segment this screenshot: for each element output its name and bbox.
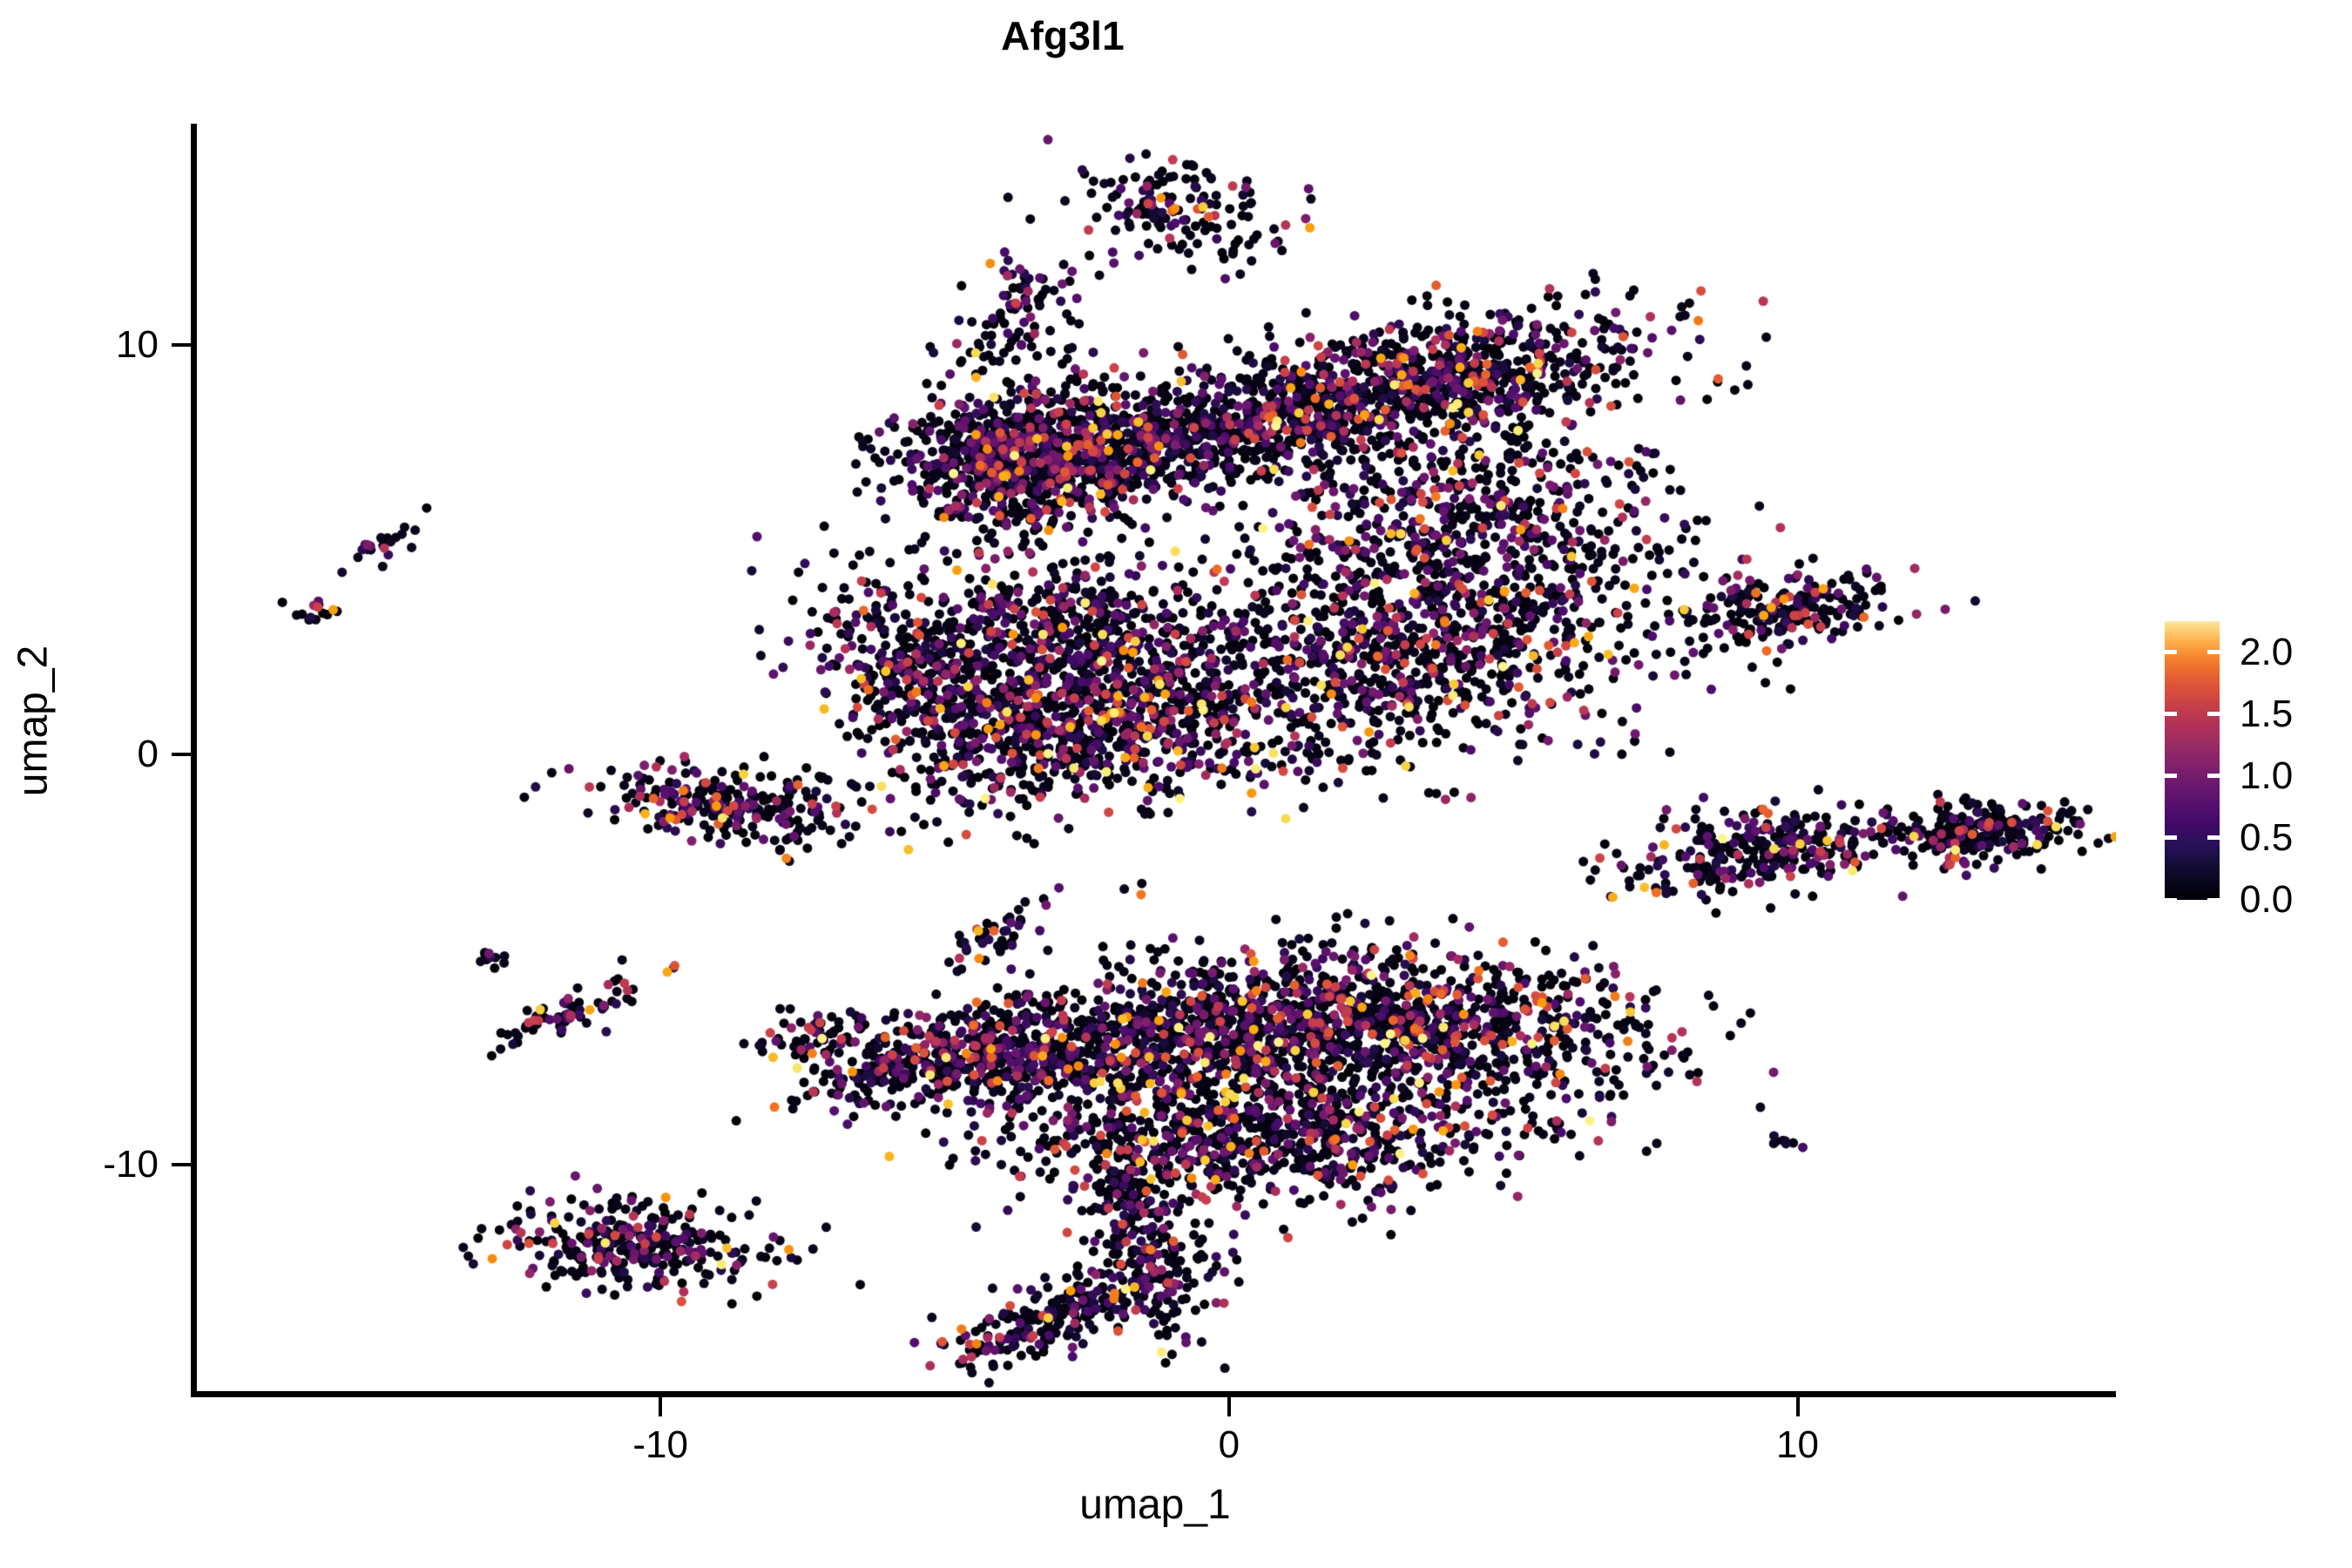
colorbar-tick-label: 1.0: [2240, 754, 2294, 797]
x-tick-mark: [1227, 1397, 1231, 1416]
y-axis-title: umap_2: [10, 645, 57, 797]
colorbar-tick-mark: [2207, 650, 2220, 655]
x-tick-mark: [1795, 1397, 1800, 1416]
colorbar-tick-label: 2.0: [2240, 630, 2294, 673]
y-tick-mark: [172, 342, 191, 347]
colorbar-tick-mark: [2165, 712, 2177, 717]
y-tick-label: 10: [116, 322, 159, 366]
y-tick-mark: [172, 753, 191, 757]
umap-scatter-canvas: [194, 124, 2116, 1394]
colorbar-tick-mark: [2207, 897, 2220, 902]
page-title: Afg3l1: [1001, 13, 1125, 58]
y-tick-label: -10: [103, 1142, 159, 1186]
colorbar-tick-mark: [2165, 650, 2177, 655]
colorbar-tick-mark: [2165, 774, 2177, 779]
x-tick-label: 0: [1218, 1423, 1240, 1466]
colorbar-tick-mark: [2207, 712, 2220, 717]
y-tick-mark: [172, 1162, 191, 1166]
y-tick-label: 0: [137, 733, 159, 776]
x-tick-mark: [659, 1397, 663, 1416]
y-axis-line: [191, 124, 197, 1397]
colorbar-tick-label: 0.0: [2240, 878, 2294, 921]
colorbar-tick-mark: [2207, 774, 2220, 779]
x-axis-title: umap_1: [1079, 1482, 1231, 1528]
colorbar-tick-mark: [2165, 897, 2177, 902]
colorbar-tick-mark: [2207, 835, 2220, 841]
colorbar-gradient: [2165, 621, 2220, 900]
colorbar-tick-label: 0.5: [2240, 815, 2294, 859]
colorbar-tick-mark: [2165, 835, 2177, 841]
colorbar-tick-label: 1.5: [2240, 692, 2294, 735]
x-tick-label: -10: [632, 1423, 688, 1466]
x-axis-line: [191, 1391, 2116, 1397]
x-tick-label: 10: [1776, 1423, 1819, 1466]
